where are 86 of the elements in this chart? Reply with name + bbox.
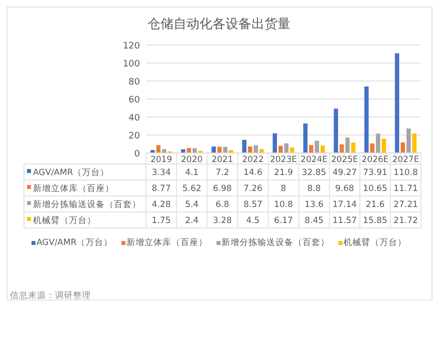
data-label: 4.28 [152, 200, 171, 210]
bar [351, 142, 356, 153]
data-label: 14.6 [243, 168, 262, 178]
data-label: 49.27 [332, 168, 357, 178]
x-tick-label: 2019 [150, 155, 172, 165]
data-label: 6.17 [274, 216, 293, 226]
bar [340, 144, 344, 153]
data-label: 21.9 [274, 168, 293, 178]
data-label: 8.77 [152, 184, 171, 194]
bar [400, 142, 405, 153]
bar [345, 138, 350, 153]
bar [334, 108, 338, 153]
data-label: 21.6 [366, 200, 385, 210]
data-label: 1.75 [152, 216, 171, 226]
data-label: 4.1 [185, 168, 199, 178]
y-tick-label: 60 [128, 96, 140, 106]
data-label: 4.5 [246, 216, 260, 226]
data-label: 32.85 [302, 168, 326, 178]
data-label: 10.8 [274, 200, 293, 210]
y-tick-label: 120 [122, 42, 140, 52]
legend-label: AGV/AMR（万台） [33, 167, 109, 178]
data-label: 73.91 [362, 168, 388, 178]
chart-title: 仓储自动化各设备出货量 [148, 17, 290, 32]
data-label: 13.6 [304, 200, 324, 210]
bar [412, 133, 417, 153]
y-tick-label: 100 [122, 60, 140, 70]
bar [320, 145, 325, 153]
x-tick-label: 2024E [300, 155, 328, 165]
data-label: 15.85 [362, 216, 388, 226]
y-tick-label: 0 [134, 150, 140, 160]
legend-label: 机械臂（万台） [344, 237, 406, 248]
data-label: 11.57 [332, 216, 357, 226]
data-label: 27.21 [394, 200, 418, 210]
data-label: 110.8 [394, 168, 418, 178]
data-label: 8 [280, 184, 286, 194]
data-label: 8.57 [243, 200, 262, 210]
data-label: 11.71 [394, 184, 418, 194]
y-tick-label: 80 [128, 78, 140, 88]
bar [364, 86, 369, 153]
x-tick-label: 2027E [392, 155, 420, 165]
bar [192, 148, 197, 153]
data-label: 2.4 [185, 216, 199, 226]
data-label: 5.62 [182, 184, 202, 194]
bar [259, 148, 264, 153]
bar [242, 140, 246, 153]
data-label: 10.65 [362, 184, 388, 194]
bar [223, 146, 228, 153]
bar [394, 53, 400, 153]
y-tick-label: 40 [128, 114, 140, 124]
bar [382, 138, 386, 153]
text: 机械臂（万台） [33, 216, 96, 226]
data-label: 6.98 [212, 184, 232, 194]
bar [217, 146, 222, 153]
bar [212, 146, 216, 153]
data-label: 7.2 [216, 168, 230, 178]
data-label: 3.28 [212, 216, 232, 226]
legend-label: 新增立体库（百座） [33, 183, 114, 194]
bar [278, 146, 283, 153]
bar [309, 145, 314, 153]
data-label: 17.14 [332, 200, 357, 210]
legend-label: 新增分拣输送设备（百套） [33, 199, 141, 210]
bar [303, 123, 308, 153]
data-label: 6.8 [216, 200, 230, 210]
x-tick-label: 2023E [270, 155, 298, 165]
x-tick-label: 2025E [331, 155, 358, 165]
bar [406, 128, 411, 153]
data-label: 5.4 [185, 200, 199, 210]
text: 信息来源：调研整理 [10, 290, 91, 301]
x-tick-label: 2020 [181, 155, 203, 165]
data-label: 8.8 [307, 184, 321, 194]
bar [162, 149, 166, 153]
bar [272, 133, 277, 153]
data-label: 3.34 [152, 168, 171, 178]
data-label: 7.26 [243, 184, 262, 194]
x-tick-label: 2021 [212, 155, 234, 165]
data-label: 9.68 [335, 184, 354, 194]
x-tick-label: 2022 [242, 155, 264, 165]
data-label: 8.45 [304, 216, 324, 226]
x-tick-label: 2026E [362, 155, 389, 165]
legend: AGV/AMR（万台） 新增立体库（百座） 新增分拣输送设备（百套） 机械臂（万台） [32, 238, 406, 248]
bar [254, 145, 258, 153]
bar [376, 134, 380, 153]
data-label: 21.72 [394, 216, 418, 226]
bar [290, 147, 294, 153]
y-tick-label: 20 [128, 132, 140, 142]
bar [370, 143, 374, 153]
